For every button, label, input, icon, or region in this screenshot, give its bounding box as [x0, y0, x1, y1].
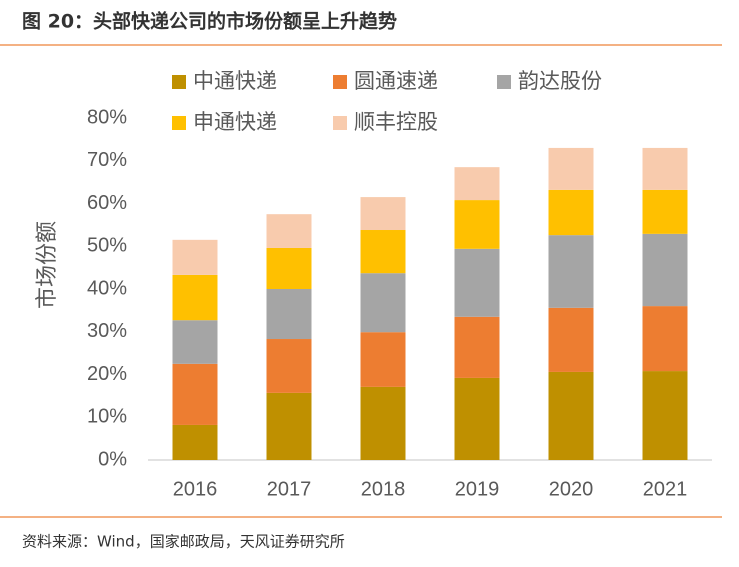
- bar-segment: [548, 235, 594, 308]
- bar-segment: [548, 189, 594, 236]
- y-tick-label: 60%: [87, 192, 127, 214]
- bar-segment: [266, 247, 312, 289]
- legend-swatch: [172, 116, 186, 130]
- bar-segment: [266, 392, 312, 460]
- bar-segment: [548, 371, 594, 460]
- y-tick-label: 10%: [87, 406, 127, 428]
- y-tick-label: 0%: [98, 448, 127, 470]
- legend-swatch: [172, 75, 186, 89]
- y-axis-label: 市场份额: [35, 221, 60, 309]
- legend-label: 申通快递: [193, 110, 277, 134]
- bar-segment: [454, 167, 500, 201]
- legend-swatch: [497, 75, 511, 89]
- bar-segment: [642, 233, 688, 307]
- y-tick-label: 80%: [87, 106, 127, 128]
- y-tick-label: 20%: [87, 363, 127, 385]
- bar-segment: [360, 273, 406, 333]
- y-tick-label: 40%: [87, 277, 127, 299]
- bar-segment: [454, 248, 500, 317]
- bar-segment: [266, 339, 312, 393]
- x-tick-label: 2018: [361, 478, 406, 500]
- bar-segment: [172, 239, 218, 275]
- bar-segment: [548, 307, 594, 372]
- legend-label: 中通快递: [193, 69, 277, 93]
- x-tick-label: 2020: [549, 478, 594, 500]
- y-tick-label: 70%: [87, 149, 127, 171]
- y-tick-label: 30%: [87, 320, 127, 342]
- legend-swatch: [333, 75, 347, 89]
- bar-segment: [172, 363, 218, 425]
- bar-segment: [642, 371, 688, 460]
- bar-segment: [642, 306, 688, 372]
- bar-segment: [172, 424, 218, 460]
- chart-title: 图 20：头部快递公司的市场份额呈上升趋势: [22, 10, 397, 33]
- bar-segment: [266, 289, 312, 340]
- bar-segment: [548, 147, 594, 190]
- bar-segment: [454, 316, 500, 378]
- bar-segment: [642, 147, 688, 190]
- y-tick-label: 50%: [87, 235, 127, 257]
- bar-segment: [642, 189, 688, 234]
- bar-segment: [454, 200, 500, 249]
- x-tick-label: 2017: [267, 478, 312, 500]
- bar-segment: [360, 386, 406, 460]
- x-tick-label: 2021: [643, 478, 688, 500]
- legend-swatch: [333, 116, 347, 130]
- bar-segment: [172, 274, 218, 321]
- legend-label: 圆通速递: [354, 69, 438, 93]
- x-tick-label: 2016: [173, 478, 218, 500]
- source-note: 资料来源：Wind，国家邮政局，天风证券研究所: [22, 533, 345, 551]
- legend-label: 韵达股份: [518, 69, 602, 93]
- bar-segment: [266, 214, 312, 248]
- bar-segment: [360, 332, 406, 387]
- bar-segment: [172, 320, 218, 364]
- x-tick-label: 2019: [455, 478, 500, 500]
- bar-segment: [360, 230, 406, 274]
- bar-segment: [454, 377, 500, 460]
- legend-label: 顺丰控股: [354, 110, 438, 134]
- bar-segment: [360, 197, 406, 231]
